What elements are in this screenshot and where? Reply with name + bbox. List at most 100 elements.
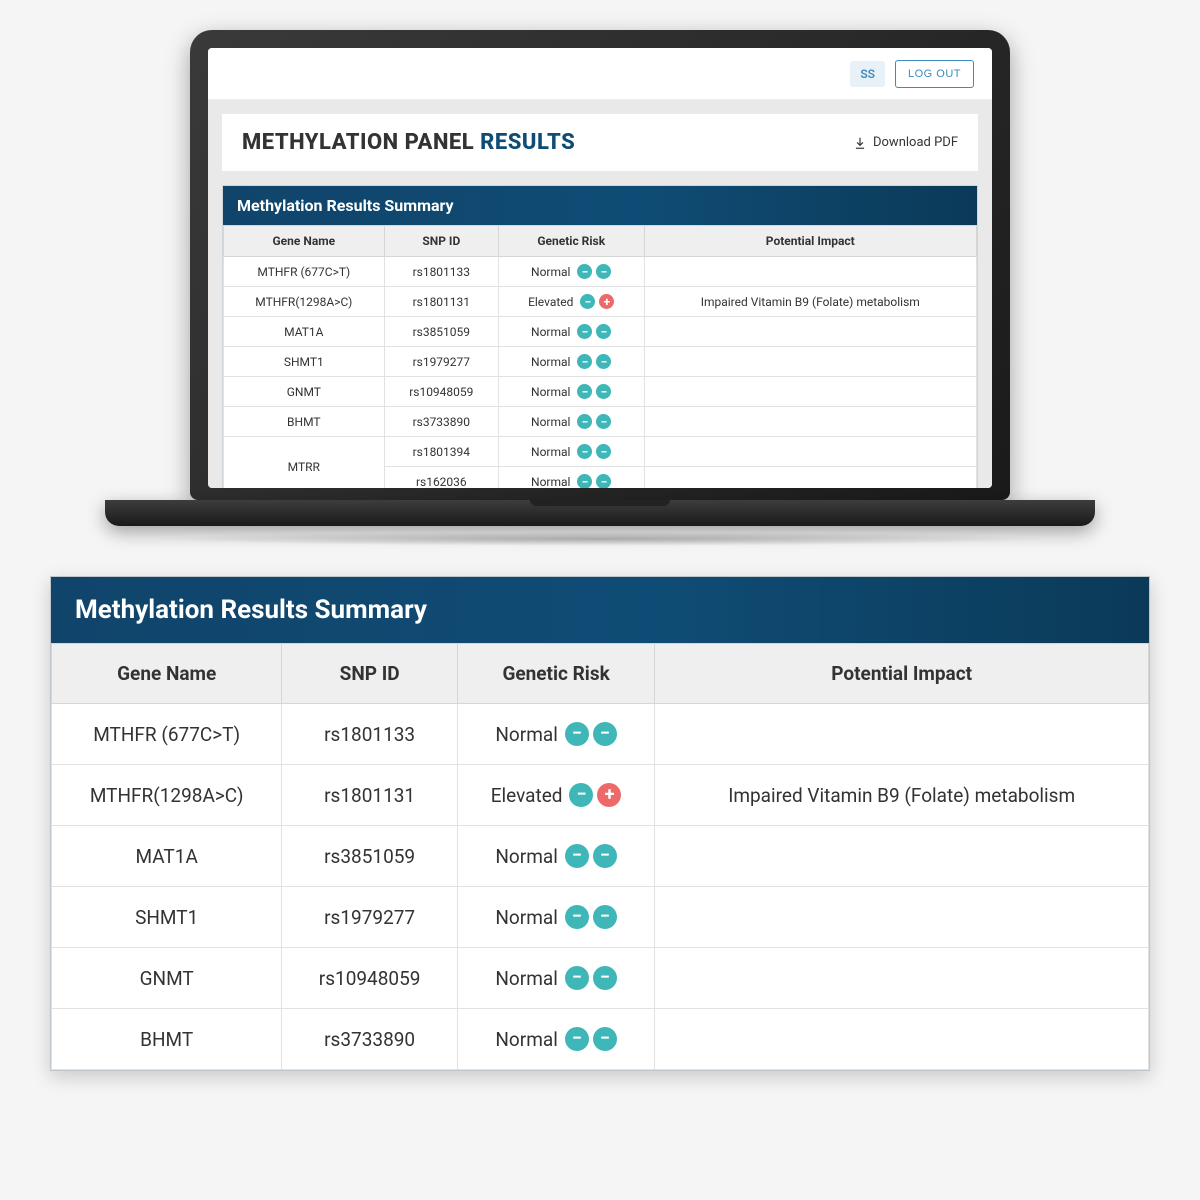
results-table-large: Gene Name SNP ID Genetic Risk Potential … bbox=[51, 643, 1149, 1070]
cell-snp: rs1801131 bbox=[282, 765, 458, 826]
summary-header-small: Methylation Results Summary bbox=[223, 186, 977, 225]
table-row: MAT1Ars3851059Normal− − bbox=[224, 317, 977, 347]
cell-gene: MTHFR (677C>T) bbox=[52, 704, 282, 765]
minus-dot-icon: − bbox=[593, 905, 617, 929]
cell-impact bbox=[655, 948, 1149, 1009]
cell-snp: rs3733890 bbox=[384, 407, 498, 437]
minus-dot-icon: − bbox=[596, 444, 611, 459]
cell-gene: BHMT bbox=[224, 407, 385, 437]
topbar: SS LOG OUT bbox=[208, 48, 992, 100]
summary-card-large: Methylation Results Summary Gene Name SN… bbox=[50, 576, 1150, 1071]
table-row: GNMTrs10948059Normal− − bbox=[52, 948, 1149, 1009]
minus-dot-icon: − bbox=[593, 966, 617, 990]
cell-impact bbox=[655, 887, 1149, 948]
cell-risk: Elevated− + bbox=[457, 765, 654, 826]
cell-snp: rs1979277 bbox=[282, 887, 458, 948]
summary-header-large: Methylation Results Summary bbox=[51, 577, 1149, 643]
minus-dot-icon: − bbox=[593, 722, 617, 746]
cell-gene: GNMT bbox=[52, 948, 282, 1009]
table-row: MTHFR(1298A>C)rs1801131Elevated− +Impair… bbox=[52, 765, 1149, 826]
page-title: METHYLATION PANEL RESULTS bbox=[242, 130, 575, 155]
cell-snp: rs10948059 bbox=[384, 377, 498, 407]
cell-gene: MTHFR (677C>T) bbox=[224, 257, 385, 287]
cell-risk: Normal− − bbox=[457, 948, 654, 1009]
cell-gene: GNMT bbox=[224, 377, 385, 407]
cell-risk: Normal− − bbox=[457, 887, 654, 948]
cell-snp: rs1801133 bbox=[384, 257, 498, 287]
col-risk-lg: Genetic Risk bbox=[457, 644, 654, 704]
table-row: BHMTrs3733890Normal− − bbox=[224, 407, 977, 437]
cell-risk: Normal− − bbox=[498, 377, 644, 407]
table-row: MTRRrs1801394Normal− − bbox=[224, 437, 977, 467]
download-pdf-label: Download PDF bbox=[873, 135, 958, 150]
col-impact: Potential Impact bbox=[644, 226, 977, 257]
minus-dot-icon: − bbox=[593, 1027, 617, 1051]
cell-risk: Normal− − bbox=[498, 317, 644, 347]
minus-dot-icon: − bbox=[565, 844, 589, 868]
laptop-base bbox=[105, 500, 1095, 526]
laptop-screen: SS LOG OUT METHYLATION PANEL RESULTS Dow… bbox=[208, 48, 992, 488]
col-risk: Genetic Risk bbox=[498, 226, 644, 257]
user-initials-badge[interactable]: SS bbox=[850, 61, 885, 87]
cell-gene: MTRR bbox=[224, 437, 385, 489]
laptop-shadow bbox=[150, 532, 1050, 546]
table-row: GNMTrs10948059Normal− − bbox=[224, 377, 977, 407]
minus-dot-icon: − bbox=[577, 264, 592, 279]
minus-dot-icon: − bbox=[577, 384, 592, 399]
cell-risk: Normal− − bbox=[498, 407, 644, 437]
cell-impact bbox=[644, 377, 977, 407]
minus-dot-icon: − bbox=[565, 1027, 589, 1051]
summary-card-small: Methylation Results Summary Gene Name SN… bbox=[222, 185, 978, 488]
cell-impact bbox=[644, 257, 977, 287]
table-row: SHMT1rs1979277Normal− − bbox=[224, 347, 977, 377]
minus-dot-icon: − bbox=[577, 444, 592, 459]
cell-snp: rs3733890 bbox=[282, 1009, 458, 1070]
cell-risk: Normal− − bbox=[498, 257, 644, 287]
cell-snp: rs1801133 bbox=[282, 704, 458, 765]
cell-impact bbox=[655, 1009, 1149, 1070]
col-snp-lg: SNP ID bbox=[282, 644, 458, 704]
cell-gene: SHMT1 bbox=[224, 347, 385, 377]
logout-button[interactable]: LOG OUT bbox=[895, 60, 974, 88]
col-snp: SNP ID bbox=[384, 226, 498, 257]
table-row: MTHFR(1298A>C)rs1801131Elevated− +Impair… bbox=[224, 287, 977, 317]
cell-risk: Normal− − bbox=[457, 704, 654, 765]
cell-snp: rs3851059 bbox=[384, 317, 498, 347]
cell-impact bbox=[644, 407, 977, 437]
minus-dot-icon: − bbox=[569, 783, 593, 807]
col-impact-lg: Potential Impact bbox=[655, 644, 1149, 704]
minus-dot-icon: − bbox=[577, 324, 592, 339]
col-gene: Gene Name bbox=[224, 226, 385, 257]
plus-dot-icon: + bbox=[599, 294, 614, 309]
minus-dot-icon: − bbox=[593, 844, 617, 868]
table-row: MAT1Ars3851059Normal− − bbox=[52, 826, 1149, 887]
minus-dot-icon: − bbox=[596, 474, 611, 488]
minus-dot-icon: − bbox=[596, 384, 611, 399]
download-pdf-link[interactable]: Download PDF bbox=[853, 135, 958, 150]
minus-dot-icon: − bbox=[565, 905, 589, 929]
cell-snp: rs1801394 bbox=[384, 437, 498, 467]
download-icon bbox=[853, 136, 867, 150]
cell-impact bbox=[644, 317, 977, 347]
cell-impact bbox=[644, 437, 977, 467]
page-title-plain: METHYLATION PANEL bbox=[242, 130, 480, 155]
cell-impact: Impaired Vitamin B9 (Folate) metabolism bbox=[644, 287, 977, 317]
minus-dot-icon: − bbox=[596, 414, 611, 429]
cell-impact: Impaired Vitamin B9 (Folate) metabolism bbox=[655, 765, 1149, 826]
cell-gene: MTHFR(1298A>C) bbox=[224, 287, 385, 317]
page-body: METHYLATION PANEL RESULTS Download PDF M… bbox=[208, 100, 992, 488]
laptop-bezel: SS LOG OUT METHYLATION PANEL RESULTS Dow… bbox=[190, 30, 1010, 500]
plus-dot-icon: + bbox=[597, 783, 621, 807]
cell-gene: BHMT bbox=[52, 1009, 282, 1070]
cell-snp: rs1979277 bbox=[384, 347, 498, 377]
cell-gene: MTHFR(1298A>C) bbox=[52, 765, 282, 826]
minus-dot-icon: − bbox=[596, 324, 611, 339]
cell-gene: SHMT1 bbox=[52, 887, 282, 948]
minus-dot-icon: − bbox=[577, 414, 592, 429]
minus-dot-icon: − bbox=[577, 354, 592, 369]
col-gene-lg: Gene Name bbox=[52, 644, 282, 704]
cell-impact bbox=[655, 704, 1149, 765]
cell-risk: Normal− − bbox=[457, 1009, 654, 1070]
cell-impact bbox=[644, 347, 977, 377]
minus-dot-icon: − bbox=[596, 264, 611, 279]
